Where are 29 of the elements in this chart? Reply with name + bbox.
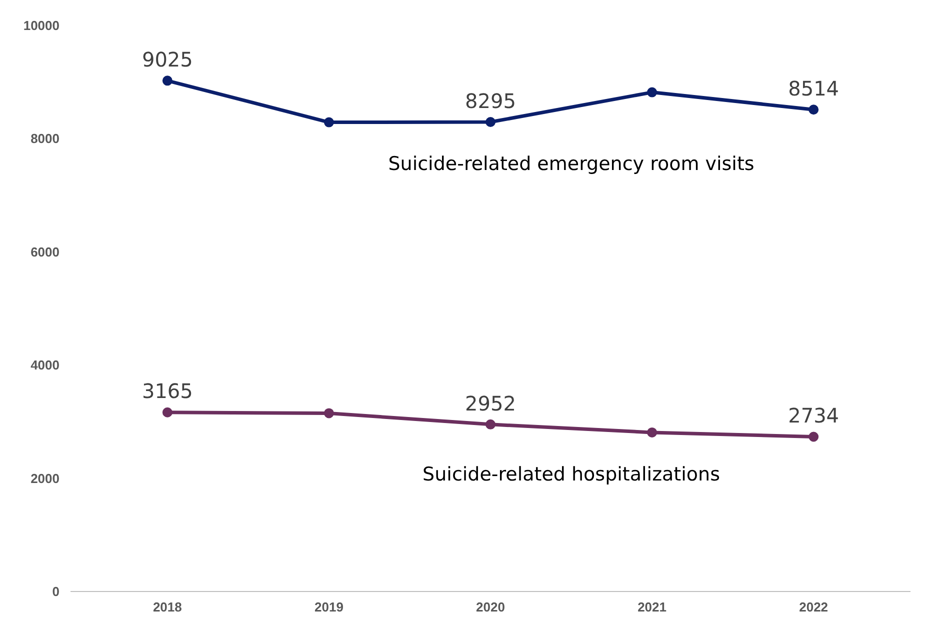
data-label: 2734: [788, 404, 840, 428]
point: [324, 117, 334, 128]
data-label: 8514: [788, 76, 840, 100]
point: [324, 408, 334, 418]
y-tick-label: 4000: [30, 358, 60, 373]
y-tick-label: 0: [52, 584, 60, 599]
point: [808, 104, 819, 115]
x-tick-label: 2022: [799, 600, 828, 614]
series-label: Suicide-related emergency room visits: [388, 153, 754, 176]
point: [162, 76, 172, 86]
y-tick-label: 10000: [23, 18, 60, 33]
data-label: 9025: [142, 48, 193, 72]
x-tick-label: 2021: [638, 600, 666, 614]
x-tick-label: 2020: [476, 600, 505, 614]
point: [162, 407, 172, 418]
point: [486, 117, 496, 127]
data-label: 2952: [465, 391, 516, 416]
y-tick-label: 8000: [30, 131, 60, 146]
point: [808, 432, 819, 442]
data-label: 3165: [142, 379, 193, 404]
x-tick-label: 2018: [152, 600, 182, 614]
point: [486, 419, 496, 430]
series-label: Suicide-related hospitalizations: [422, 464, 720, 486]
point: [647, 87, 658, 98]
data-label: 8295: [465, 88, 516, 113]
x-tick-label: 2019: [314, 600, 344, 614]
point: [647, 427, 658, 438]
y-tick-label: 6000: [30, 244, 60, 260]
y-tick-label: 2000: [30, 470, 60, 486]
